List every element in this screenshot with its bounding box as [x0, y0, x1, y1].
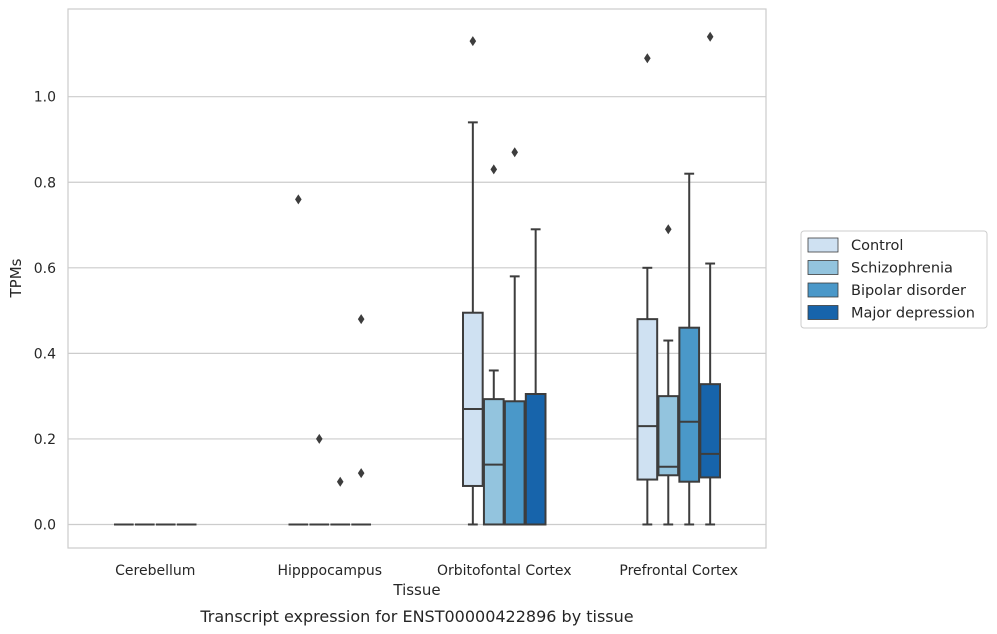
box-2-2 — [503, 147, 526, 526]
y-tick-label: 0.0 — [34, 517, 56, 533]
box-body — [482, 398, 505, 526]
y-tick-label: 0.2 — [34, 432, 56, 448]
legend-label: Major depression — [851, 306, 975, 322]
legend-swatch — [807, 260, 839, 275]
box-1-0 — [288, 194, 309, 526]
x-tick-label: Cerebellum — [115, 563, 195, 579]
plot-area-frame — [67, 8, 767, 549]
legend-label: Control — [851, 238, 903, 254]
box-body — [461, 311, 484, 487]
box-2-1 — [482, 164, 505, 526]
y-tick-labels: 0.0 0.2 0.4 0.6 0.8 1.0 — [34, 90, 56, 534]
box-3-2 — [678, 172, 701, 526]
outlier-marker — [469, 36, 477, 47]
y-tick-label: 0.8 — [34, 175, 56, 191]
x-tick-label: Prefrontal Cortex — [619, 563, 738, 579]
legend-swatch — [807, 305, 839, 320]
legend-label: Schizophrenia — [851, 261, 953, 277]
box-1-3 — [351, 314, 372, 526]
box-body — [503, 400, 526, 526]
outlier-marker — [664, 224, 672, 235]
x-tick-labels: Cerebellum Hipppocampus Orbitofontal Corte… — [115, 563, 738, 579]
y-tick-label: 0.6 — [34, 261, 56, 277]
box-body — [524, 393, 547, 526]
y-tick-label: 0.4 — [34, 346, 56, 362]
box-2-3 — [524, 228, 547, 526]
box-plots — [113, 31, 722, 526]
box-body — [657, 395, 680, 477]
box-1-2 — [330, 476, 351, 526]
box-body — [636, 318, 659, 481]
x-tick-label: Hipppocampus — [277, 563, 382, 579]
outlier-marker — [644, 53, 651, 64]
legend-frame — [800, 230, 988, 329]
box-body — [678, 326, 701, 483]
outlier-marker — [706, 31, 714, 42]
x-axis-label: Tissue — [392, 581, 440, 599]
legend: Control Schizophrenia Bipolar disorder Majo… — [800, 230, 988, 329]
x-tick-label: Orbitofontal Cortex — [437, 563, 572, 579]
outlier-marker — [295, 194, 302, 205]
outlier-marker — [336, 476, 344, 487]
outlier-marker — [315, 433, 323, 444]
box-3-3 — [699, 31, 722, 526]
y-tick-label: 1.0 — [34, 90, 56, 106]
outlier-marker — [490, 164, 498, 175]
outlier-marker — [357, 314, 365, 325]
legend-swatch — [807, 237, 839, 253]
outlier-marker — [511, 147, 519, 158]
box-2-0 — [461, 36, 484, 526]
chart-caption: Transcript expression for ENST0000042289… — [199, 607, 633, 626]
box-3-0 — [636, 53, 659, 526]
y-axis-label: TPMs — [7, 258, 25, 298]
box-body — [699, 383, 722, 479]
legend-swatch — [807, 282, 839, 298]
box-3-1 — [657, 224, 680, 526]
legend-label: Bipolar disorder — [851, 283, 966, 299]
box-1-1 — [309, 433, 330, 526]
outlier-marker — [357, 468, 365, 479]
